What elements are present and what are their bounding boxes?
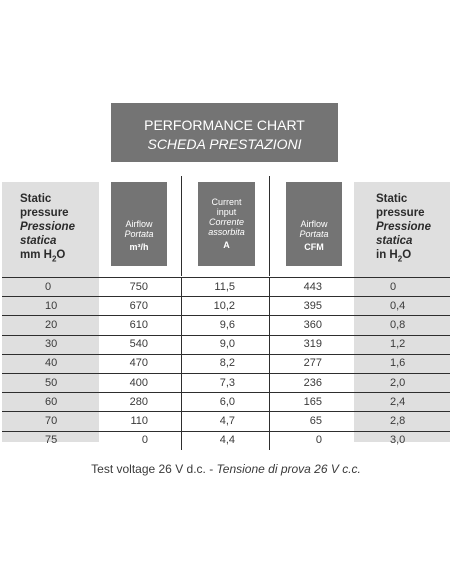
static-mm-cell: 75	[45, 434, 58, 447]
row-rule	[2, 277, 450, 278]
static-in-cell: 3,0	[390, 434, 406, 447]
airflow-m3h-unit: m³/h	[129, 242, 149, 252]
static-mm-cell: 0	[45, 280, 52, 293]
static-mm-cell: 20	[45, 318, 58, 331]
current-cell: 4,7	[219, 414, 235, 427]
row-rule	[2, 296, 450, 298]
airflow-m3h-cell: 540	[129, 338, 148, 351]
airflow-m3h-cell: 0	[141, 434, 148, 447]
static-in-label-1: Static	[376, 193, 408, 205]
airflow-m3h-cell: 670	[129, 299, 148, 312]
static-in-cell: 1,2	[390, 338, 406, 351]
airflow-cfm-label: Airflow	[300, 219, 328, 229]
static-mm-label-it-2: statica	[20, 235, 57, 247]
static-in-label-2: pressure	[376, 207, 425, 219]
static-mm-unit-a: mm H	[20, 249, 52, 261]
static-mm-unit: mm H2O	[20, 248, 75, 266]
footer-note: Test voltage 26 V d.c. - Tensione di pro…	[0, 462, 452, 476]
airflow-cfm-cell: 0	[315, 434, 322, 447]
airflow-m3h-header: Airflow Portata m³/h	[111, 182, 167, 266]
static-in-unit-sub: 2	[397, 254, 403, 264]
column-divider-body-1	[181, 277, 182, 450]
current-cell: 6,0	[219, 395, 235, 408]
airflow-cfm-cell: 65	[309, 414, 322, 427]
static-in-header: Static pressure Pressione statica in H2O	[376, 192, 431, 266]
static-in-unit-a: in H	[376, 249, 398, 261]
footer-tensione-di-prova: Tensione di prova 26 V c.c.	[216, 462, 361, 476]
current-cell: 7,3	[219, 376, 235, 389]
airflow-m3h-label: Airflow	[125, 219, 153, 229]
current-cell: 8,2	[219, 357, 235, 370]
static-in-cell: 0,8	[390, 318, 406, 331]
airflow-m3h-cell: 110	[130, 414, 148, 427]
static-in-unit-b: O	[402, 249, 412, 261]
airflow-m3h-cell: 750	[129, 280, 148, 293]
static-mm-label-it-1: Pressione	[20, 221, 75, 233]
airflow-cfm-label-it: Portata	[299, 229, 329, 239]
airflow-cfm-cell: 165	[303, 395, 322, 408]
current-cell: 9,0	[219, 338, 235, 351]
static-in-unit: in H2O	[376, 248, 431, 266]
current-label-2: input	[216, 207, 237, 217]
current-label-it-1: Corrente	[208, 217, 244, 227]
airflow-cfm-cell: 395	[303, 299, 322, 312]
airflow-cfm-cell: 443	[303, 280, 322, 293]
static-mm-cell: 30	[45, 338, 58, 351]
chart-title-italian: SCHEDA PRESTAZIONI	[147, 136, 302, 152]
airflow-m3h-label-it: Portata	[124, 229, 154, 239]
static-mm-label-1: Static	[20, 193, 52, 205]
current-header: Current input Corrente assorbita A	[198, 182, 255, 266]
static-in-cell: 0	[390, 280, 397, 293]
static-mm-cell: 60	[45, 395, 58, 408]
static-mm-unit-sub: 2	[51, 254, 57, 264]
static-in-cell: 2,8	[390, 414, 406, 427]
chart-title-english: PERFORMANCE CHART	[144, 117, 305, 133]
static-in-cell: 2,0	[390, 376, 406, 389]
static-in-label-it-2: statica	[376, 235, 413, 247]
chart-title: PERFORMANCE CHART SCHEDA PRESTAZIONI	[111, 103, 338, 162]
static-in-cell: 1,6	[390, 357, 406, 370]
static-mm-cell: 10	[45, 299, 58, 312]
row-rule	[2, 373, 450, 374]
airflow-m3h-cell: 470	[129, 357, 148, 370]
current-cell: 11,5	[214, 280, 235, 293]
row-rule	[2, 411, 450, 413]
airflow-cfm-header: Airflow Portata CFM	[286, 182, 342, 266]
static-in-column-bg	[354, 182, 450, 442]
static-mm-column-bg	[2, 182, 99, 442]
column-divider-2	[269, 176, 270, 276]
current-cell: 10,2	[213, 299, 235, 312]
static-mm-cell: 50	[45, 376, 58, 389]
airflow-m3h-cell: 610	[129, 318, 148, 331]
row-rule	[2, 430, 450, 432]
current-label-it-2: assorbita	[208, 227, 245, 237]
row-rule	[2, 334, 450, 336]
current-unit: A	[223, 240, 230, 250]
static-mm-unit-b: O	[56, 249, 66, 261]
static-mm-cell: 70	[45, 414, 58, 427]
static-mm-header: Static pressure Pressione statica mm H2O	[20, 192, 75, 266]
static-in-cell: 2,4	[390, 395, 406, 408]
current-cell: 4,4	[219, 434, 235, 447]
airflow-cfm-cell: 277	[303, 357, 322, 370]
airflow-cfm-cell: 236	[303, 376, 322, 389]
airflow-m3h-cell: 280	[129, 395, 148, 408]
row-rule	[2, 392, 450, 394]
airflow-cfm-unit: CFM	[304, 242, 324, 252]
footer-test-voltage: Test voltage 26 V d.c. -	[91, 462, 217, 476]
airflow-cfm-cell: 319	[303, 338, 322, 351]
current-label-1: Current	[211, 197, 242, 207]
column-divider-body-2	[269, 277, 270, 450]
static-in-label-it-1: Pressione	[376, 221, 431, 233]
static-mm-cell: 40	[45, 357, 58, 370]
airflow-cfm-cell: 360	[303, 318, 322, 331]
static-in-cell: 0,4	[390, 299, 406, 312]
airflow-m3h-cell: 400	[129, 376, 148, 389]
column-divider-1	[181, 176, 182, 276]
row-rule	[2, 315, 450, 317]
static-mm-label-2: pressure	[20, 207, 69, 219]
current-cell: 9,6	[219, 318, 235, 331]
row-rule	[2, 353, 450, 355]
